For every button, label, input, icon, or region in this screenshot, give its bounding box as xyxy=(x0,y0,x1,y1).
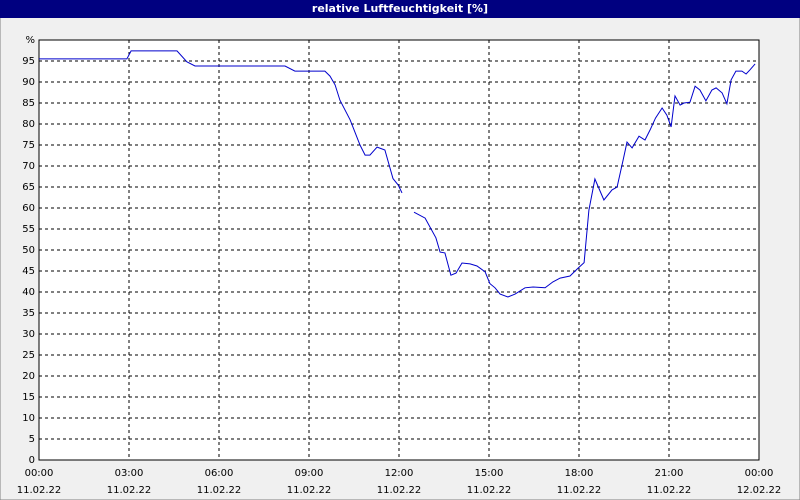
y-tick-label: 60 xyxy=(22,203,35,214)
y-tick-label: 70 xyxy=(22,161,35,172)
x-tick-label: 06:00 xyxy=(205,468,234,479)
x-tick-date: 12.02.22 xyxy=(737,485,782,496)
y-tick-label: 65 xyxy=(22,182,35,193)
y-tick-label: 85 xyxy=(22,98,35,109)
x-tick-label: 21:00 xyxy=(655,468,684,479)
y-tick-label: 35 xyxy=(22,308,35,319)
title-bar xyxy=(0,0,800,18)
y-tick-label: 0 xyxy=(29,455,35,466)
y-tick-label: 10 xyxy=(22,413,35,424)
x-tick-label: 12:00 xyxy=(385,468,414,479)
x-tick-date: 11.02.22 xyxy=(467,485,512,496)
y-tick-label: 80 xyxy=(22,119,35,130)
x-tick-date: 11.02.22 xyxy=(377,485,422,496)
y-tick-label: 50 xyxy=(22,245,35,256)
x-tick-date: 11.02.22 xyxy=(557,485,602,496)
x-tick-date: 11.02.22 xyxy=(647,485,692,496)
y-tick-label: 20 xyxy=(22,371,35,382)
y-tick-label: % xyxy=(25,35,35,46)
y-tick-label: 75 xyxy=(22,140,35,151)
x-tick-label: 15:00 xyxy=(475,468,504,479)
y-tick-label: 40 xyxy=(22,287,35,298)
x-tick-date: 11.02.22 xyxy=(197,485,242,496)
y-tick-label: 15 xyxy=(22,392,35,403)
x-tick-label: 00:00 xyxy=(745,468,774,479)
chart-title: relative Luftfeuchtigkeit [%] xyxy=(312,2,488,15)
y-tick-label: 95 xyxy=(22,56,35,67)
x-tick-date: 11.02.22 xyxy=(107,485,152,496)
y-tick-label: 45 xyxy=(22,266,35,277)
x-tick-date: 11.02.22 xyxy=(287,485,332,496)
x-tick-date: 11.02.22 xyxy=(17,485,62,496)
y-tick-label: 5 xyxy=(29,434,35,445)
x-tick-label: 03:00 xyxy=(115,468,144,479)
y-tick-label: 55 xyxy=(22,224,35,235)
y-tick-label: 25 xyxy=(22,350,35,361)
data-line xyxy=(39,50,756,298)
y-tick-label: 30 xyxy=(22,329,35,340)
y-tick-label: 90 xyxy=(22,77,35,88)
x-tick-label: 18:00 xyxy=(565,468,594,479)
x-tick-label: 09:00 xyxy=(295,468,324,479)
plot-border xyxy=(38,39,760,461)
x-tick-label: 00:00 xyxy=(25,468,54,479)
